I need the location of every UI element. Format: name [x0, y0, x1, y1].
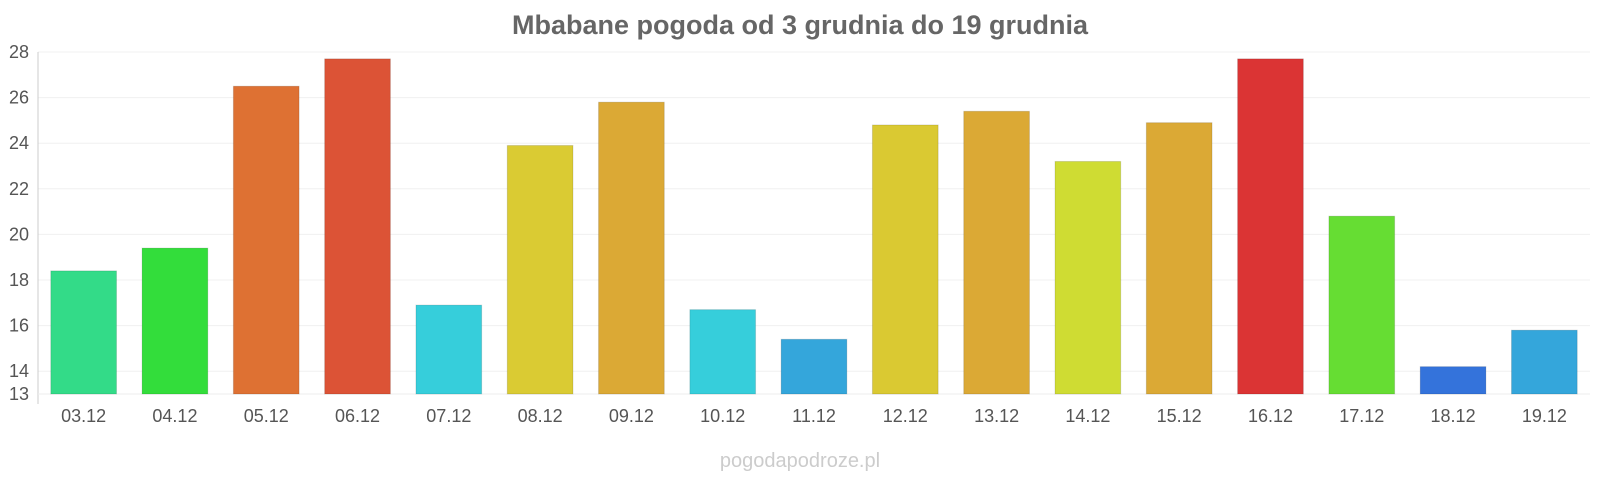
y-tick-label: 26 — [9, 88, 29, 108]
bar-09.12 — [598, 101, 665, 395]
x-tick-label: 04.12 — [152, 406, 197, 426]
bar-19.12 — [1510, 329, 1578, 395]
bar-13.12 — [963, 110, 1030, 395]
x-tick-label: 19.12 — [1522, 406, 1567, 426]
y-tick-label: 20 — [9, 224, 29, 244]
bar-11.12 — [780, 338, 848, 395]
x-tick-labels: 03.12 04.12 05.12 06.12 07.12 08.12 09.12 10.12… — [61, 406, 1567, 426]
y-tick-label: 16 — [9, 316, 29, 336]
x-tick-label: 11.12 — [792, 406, 836, 426]
x-tick-label: 15.12 — [1157, 406, 1202, 426]
x-tick-label: 06.12 — [335, 406, 380, 426]
bar-05.12 — [232, 85, 300, 395]
bar-04.12 — [141, 247, 209, 395]
bar-06.12 — [324, 58, 391, 395]
y-tick-label: 18 — [9, 270, 29, 290]
bar-10.12 — [689, 309, 757, 395]
y-tick-label: 13 — [9, 384, 29, 404]
bars — [50, 58, 1578, 395]
chart-title: Mbabane pogoda od 3 grudnia do 19 grudni… — [511, 10, 1089, 40]
y-tick-label: 14 — [9, 361, 29, 381]
x-tick-label: 09.12 — [609, 406, 654, 426]
y-tick-labels: 13 14 16 18 20 22 24 26 28 — [9, 42, 29, 404]
x-tick-label: 17.12 — [1339, 406, 1384, 426]
bar-15.12 — [1145, 122, 1213, 395]
bar-16.12 — [1237, 58, 1304, 395]
x-tick-label: 08.12 — [518, 406, 563, 426]
x-tick-label: 16.12 — [1248, 406, 1293, 426]
x-tick-label: 13.12 — [974, 406, 1019, 426]
x-tick-label: 12.12 — [883, 406, 928, 426]
x-tick-label: 07.12 — [426, 406, 471, 426]
y-tick-label: 24 — [9, 133, 29, 153]
bar-14.12 — [1054, 160, 1122, 395]
bar-03.12 — [50, 270, 118, 395]
bar-18.12 — [1419, 366, 1487, 395]
y-tick-label: 28 — [9, 42, 29, 62]
x-tick-label: 05.12 — [244, 406, 289, 426]
y-tick-label: 22 — [9, 179, 29, 199]
x-tick-label: 10.12 — [700, 406, 745, 426]
x-tick-label: 14.12 — [1065, 406, 1110, 426]
watermark: pogodapodroze.pl — [719, 450, 881, 472]
x-tick-label: 03.12 — [61, 406, 106, 426]
bar-07.12 — [415, 304, 483, 395]
bar-17.12 — [1328, 215, 1396, 395]
bar-08.12 — [506, 144, 574, 395]
bar-12.12 — [871, 124, 939, 395]
x-tick-label: 18.12 — [1431, 406, 1476, 426]
